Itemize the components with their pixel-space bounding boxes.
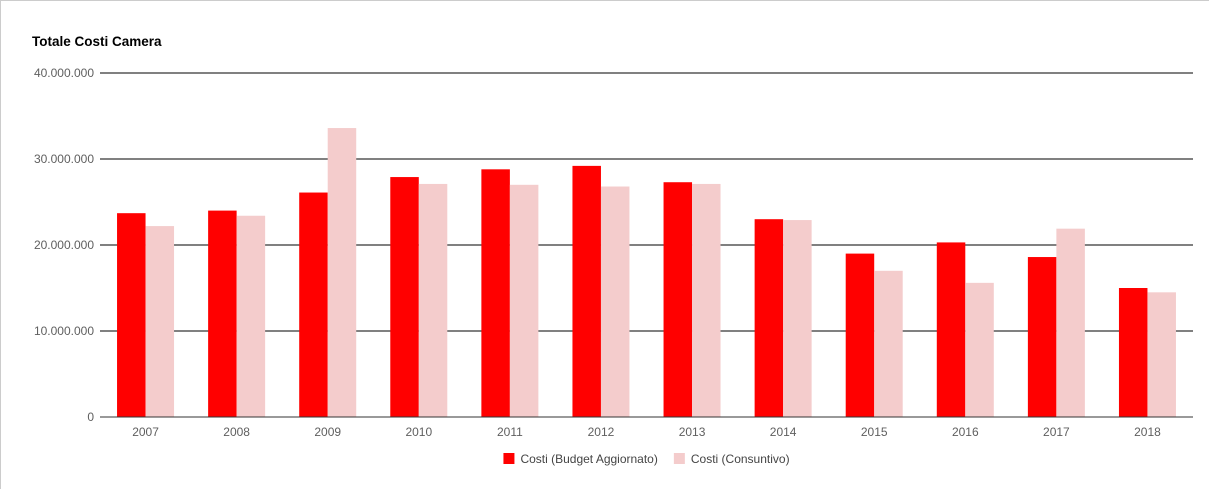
y-tick-label: 30.000.000 <box>34 152 94 166</box>
x-tick-label: 2011 <box>497 425 523 439</box>
bar-consuntivo-2018[interactable] <box>1147 292 1176 417</box>
bar-budget-2018[interactable] <box>1118 288 1148 417</box>
x-tick-label: 2009 <box>314 425 341 439</box>
legend-item-budget[interactable]: Costi (Budget Aggiornato) <box>503 452 658 466</box>
legend-label: Costi (Consuntivo) <box>691 452 790 466</box>
bar-consuntivo-2015[interactable] <box>874 270 903 417</box>
x-tick-label: 2010 <box>405 425 432 439</box>
legend-swatch <box>673 453 685 464</box>
bar-budget-2016[interactable] <box>936 242 966 417</box>
bar-consuntivo-2011[interactable] <box>509 184 539 417</box>
bar-budget-2008[interactable] <box>208 210 237 417</box>
bar-consuntivo-2009[interactable] <box>327 128 357 417</box>
y-tick-label: 10.000.000 <box>34 324 94 338</box>
x-tick-label: 2013 <box>679 425 706 439</box>
bar-budget-2013[interactable] <box>663 182 693 417</box>
bar-budget-2009[interactable] <box>299 192 328 417</box>
bar-consuntivo-2017[interactable] <box>1056 228 1085 417</box>
legend-swatch <box>503 453 515 464</box>
x-tick-label: 2016 <box>952 425 979 439</box>
bar-consuntivo-2013[interactable] <box>692 183 721 417</box>
bar-consuntivo-2012[interactable] <box>600 186 630 417</box>
bar-budget-2011[interactable] <box>481 169 510 417</box>
legend-label: Costi (Budget Aggiornato) <box>520 452 657 466</box>
bar-budget-2010[interactable] <box>390 177 419 417</box>
y-tick-label: 40.000.000 <box>34 66 94 80</box>
y-axis-labels: 0 10.000.000 20.000.000 30.000.000 40.000.00… <box>34 66 94 424</box>
bars <box>100 128 1193 418</box>
chart-title: Totale Costi Camera <box>32 34 162 49</box>
x-axis-labels: 2007 2008 2009 2010 2011 2012 2013 2014 2015 2016… <box>132 425 1161 439</box>
bar-budget-2007[interactable] <box>117 213 146 417</box>
bar-consuntivo-2016[interactable] <box>965 282 994 417</box>
bar-consuntivo-2014[interactable] <box>783 220 812 417</box>
bar-consuntivo-2008[interactable] <box>236 215 266 417</box>
legend-item-consuntivo[interactable]: Costi (Consuntivo) <box>673 452 790 466</box>
bar-budget-2014[interactable] <box>754 219 784 417</box>
x-tick-label: 2018 <box>1134 425 1161 439</box>
x-tick-label: 2014 <box>770 425 797 439</box>
x-tick-label: 2007 <box>132 425 159 439</box>
bar-consuntivo-2010[interactable] <box>418 183 448 417</box>
x-tick-label: 2008 <box>223 425 250 439</box>
x-tick-label: 2015 <box>861 425 888 439</box>
x-tick-label: 2017 <box>1043 425 1070 439</box>
x-tick-label: 2012 <box>588 425 615 439</box>
y-tick-label: 0 <box>87 410 94 424</box>
y-tick-label: 20.000.000 <box>34 238 94 252</box>
bar-consuntivo-2007[interactable] <box>145 226 175 417</box>
legend[interactable]: Costi (Budget Aggiornato) Costi (Consunti… <box>503 452 790 466</box>
bar-budget-2015[interactable] <box>845 253 875 417</box>
bar-budget-2017[interactable] <box>1027 257 1057 417</box>
bar-budget-2012[interactable] <box>572 165 601 417</box>
